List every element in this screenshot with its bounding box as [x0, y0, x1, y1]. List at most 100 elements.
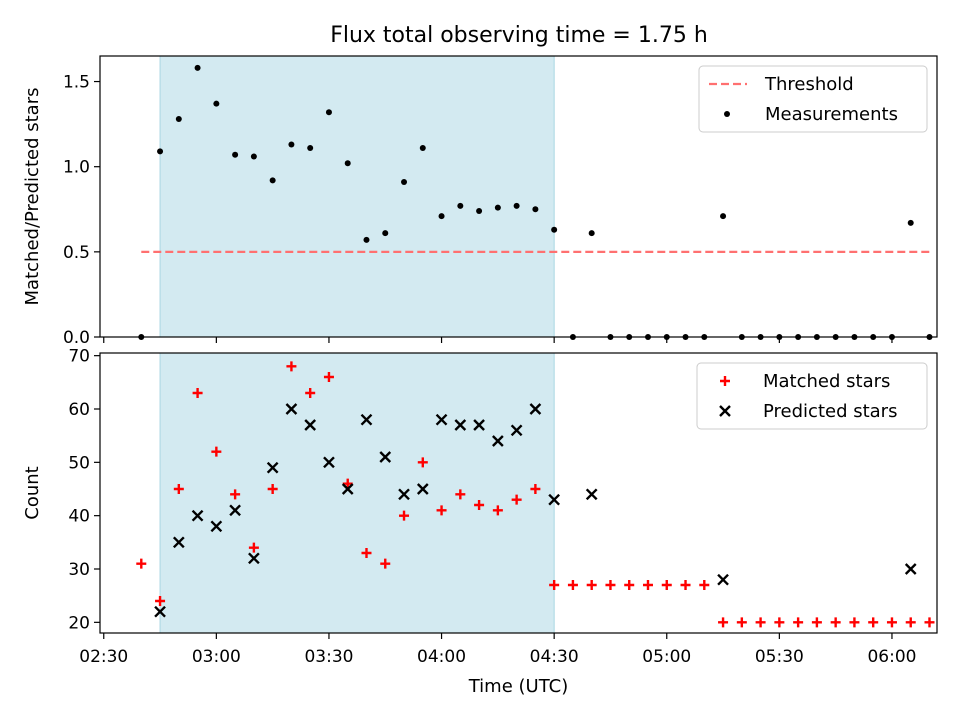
predicted-stars-point	[510, 424, 523, 437]
matched-stars-point	[905, 617, 916, 628]
matched-stars-point	[661, 580, 672, 590]
top-panel-ratio-plot: 0.0 0.5 1.0 1.5 Matched/Predicted stars Thres…	[22, 55, 938, 348]
predicted-stars-point	[154, 605, 166, 618]
x-axis-label: Time (UTC)	[468, 676, 569, 697]
matched-stars-point	[323, 372, 334, 382]
predicted-stars-point	[323, 456, 335, 469]
predicted-stars-point	[416, 483, 429, 495]
measurement-point	[232, 151, 239, 158]
matched-stars-point	[793, 617, 804, 628]
matched-stars-point	[830, 617, 841, 628]
measurement-point	[457, 202, 464, 209]
x-tick-label: 06:00	[867, 647, 916, 667]
y-axis-label: Matched/Predicted stars	[22, 88, 43, 306]
matched-stars-point	[436, 505, 447, 516]
matched-stars-point	[455, 489, 466, 500]
matched-stars-point	[886, 617, 897, 628]
bottom-panel-count-plot: 20 30 40 50 60 70 02:30 03:00 03:30 04:00 04:30 05:…	[22, 347, 938, 697]
matched-stars-point	[549, 580, 560, 590]
predicted-stars-point	[548, 493, 561, 506]
matched-stars-point	[305, 388, 316, 398]
legend-predicted-stars-swatch	[719, 405, 731, 417]
matched-stars-point	[755, 617, 766, 628]
x-tick-label: 04:00	[417, 647, 466, 667]
legend-label: Threshold	[764, 74, 854, 95]
matched-stars-point	[155, 596, 166, 606]
predicted-stars-point	[379, 451, 392, 463]
matched-stars-point	[586, 580, 597, 590]
matched-stars-point	[361, 548, 372, 558]
matched-stars-point	[474, 500, 485, 510]
matched-stars-point	[774, 617, 785, 628]
predicted-stars-point	[529, 403, 542, 415]
measurement-point	[588, 230, 595, 237]
measurement-point	[325, 109, 332, 116]
measurement-point	[157, 148, 164, 155]
matched-stars-point	[567, 580, 578, 590]
measurement-point	[250, 153, 257, 160]
y-tick-label: 20	[68, 613, 90, 633]
measurement-point	[344, 160, 351, 167]
y-tick-label: 1.5	[63, 73, 90, 93]
matched-stars-point	[173, 484, 184, 494]
measurement-point	[401, 179, 408, 186]
matched-stars-point	[642, 580, 653, 590]
predicted-stars-point	[435, 413, 448, 426]
legend: Matched stars Predicted stars	[696, 362, 928, 430]
predicted-stars-point	[341, 483, 354, 495]
predicted-stars-point	[210, 520, 223, 533]
measurement-point	[213, 100, 220, 107]
measurement-point	[476, 207, 483, 214]
y-tick-label: 0.5	[63, 243, 90, 263]
x-tick-label: 02:30	[79, 647, 128, 667]
legend-label: Predicted stars	[763, 401, 897, 422]
legend-box	[698, 65, 928, 133]
measurement-point	[382, 230, 389, 237]
predicted-stars-point	[454, 419, 467, 431]
predicted-stars-point	[266, 461, 279, 474]
predicted-stars-point	[191, 509, 204, 522]
predicted-stars-point	[585, 488, 598, 501]
series-measurements	[138, 64, 933, 340]
matched-stars-point	[230, 489, 241, 500]
matched-stars-point	[417, 457, 428, 468]
matched-stars-point	[736, 617, 747, 628]
observing-window-span	[159, 55, 555, 338]
legend-label: Measurements	[765, 104, 898, 125]
matched-stars-point	[605, 580, 616, 590]
y-tick-label: 1.0	[63, 158, 90, 178]
predicted-stars-point	[717, 573, 729, 586]
x-tick-label: 03:00	[192, 647, 241, 667]
matched-stars-point	[136, 558, 147, 569]
measurement-point	[269, 177, 276, 184]
matched-stars-point	[492, 505, 503, 516]
measurement-point	[194, 64, 201, 71]
matched-stars-point	[811, 617, 822, 628]
figure-title: Flux total observing time = 1.75 h	[330, 23, 708, 48]
matched-stars-point	[849, 617, 860, 628]
matched-stars-point	[211, 446, 222, 457]
matched-stars-point	[530, 484, 541, 494]
measurement-point	[907, 219, 914, 226]
y-tick-label: 50	[68, 453, 90, 473]
measurement-point	[288, 141, 295, 148]
x-tick-label: 04:30	[530, 647, 579, 667]
matched-stars-point	[718, 617, 729, 628]
predicted-stars-point	[229, 504, 241, 517]
y-tick-label: 30	[68, 560, 90, 580]
series-predicted-stars	[154, 403, 917, 618]
matched-stars-point	[511, 494, 522, 505]
predicted-stars-point	[398, 488, 410, 501]
measurement-point	[551, 226, 558, 233]
matched-stars-point	[248, 542, 259, 553]
measurement-point	[363, 236, 370, 243]
measurement-point	[307, 144, 314, 151]
y-tick-label: 0.0	[63, 328, 90, 348]
legend-matched-stars-swatch	[720, 376, 730, 386]
predicted-stars-point	[285, 403, 298, 415]
measurement-point	[532, 206, 539, 213]
y-axis-label: Count	[22, 466, 43, 519]
legend: Threshold Measurements	[698, 65, 928, 133]
y-tick-label: 40	[68, 507, 90, 527]
